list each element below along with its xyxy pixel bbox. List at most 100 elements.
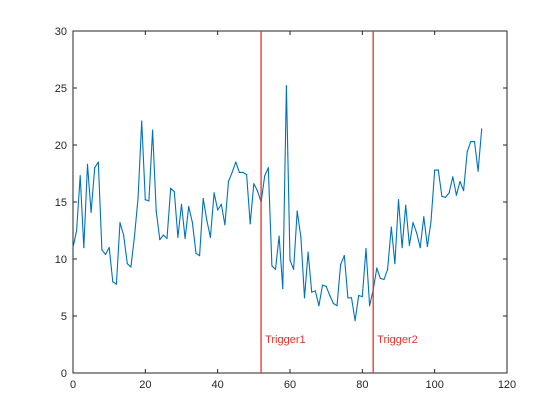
data-point — [83, 247, 85, 249]
data-point — [130, 266, 132, 268]
data-point — [423, 216, 425, 218]
y-tick-label: 25 — [55, 83, 67, 95]
data-point — [300, 236, 302, 238]
data-point — [267, 167, 269, 169]
data-point — [434, 169, 436, 171]
data-point — [188, 206, 190, 208]
data-point — [148, 200, 150, 202]
data-point — [455, 194, 457, 196]
data-point — [256, 190, 258, 192]
data-point — [133, 235, 136, 237]
data-point — [90, 211, 92, 213]
x-tick-label: 20 — [139, 379, 151, 391]
y-tick-label: 15 — [55, 197, 67, 209]
data-point — [152, 129, 154, 131]
data-point — [405, 204, 407, 206]
data-point — [112, 281, 114, 283]
data-point — [231, 171, 233, 173]
data-point — [383, 278, 385, 281]
data-point — [177, 236, 179, 238]
data-point — [365, 248, 367, 250]
x-tick-label: 100 — [425, 379, 443, 391]
data-point — [104, 253, 107, 255]
data-point — [473, 141, 476, 143]
data-point — [390, 226, 392, 228]
data-point — [180, 203, 183, 205]
x-tick-label: 60 — [284, 379, 296, 391]
data-point — [394, 263, 396, 265]
data-point — [274, 268, 277, 270]
trigger-label: Trigger2 — [377, 334, 418, 346]
data-point — [463, 190, 465, 192]
data-point — [477, 170, 479, 172]
data-point — [246, 174, 248, 176]
data-point — [318, 305, 320, 307]
data-point — [408, 244, 410, 246]
data-point — [76, 229, 78, 232]
data-point — [184, 237, 186, 240]
data-point — [166, 237, 168, 240]
data-point — [459, 180, 461, 183]
data-point — [303, 297, 306, 299]
data-point — [340, 264, 342, 266]
x-tick-label: 40 — [212, 379, 224, 391]
data-point — [271, 265, 273, 267]
data-point — [416, 232, 418, 234]
data-point — [354, 320, 356, 322]
series-line — [72, 85, 483, 322]
data-point — [94, 167, 96, 169]
data-point — [137, 196, 139, 198]
data-point — [209, 236, 211, 238]
data-point — [412, 221, 414, 224]
data-point — [387, 268, 389, 270]
y-axis: 0 5 10 15 20 25 30 — [55, 26, 507, 380]
data-point — [419, 247, 421, 249]
data-point — [278, 235, 280, 237]
data-point — [329, 294, 331, 297]
data-point — [144, 199, 146, 201]
data-point — [336, 305, 338, 307]
data-point — [217, 209, 219, 211]
data-point — [426, 245, 428, 248]
y-tick-label: 0 — [61, 368, 67, 380]
x-tick-label: 120 — [498, 379, 516, 391]
data-point — [159, 239, 161, 241]
data-point — [235, 161, 237, 163]
data-point — [452, 176, 454, 178]
y-tick-label: 5 — [61, 311, 67, 323]
y-tick-label: 20 — [55, 140, 67, 152]
data-point — [264, 175, 266, 177]
data-point — [282, 288, 284, 290]
data-point — [369, 305, 371, 307]
data-point — [321, 284, 324, 286]
x-axis: 0 20 40 60 80 100 120 — [70, 31, 516, 391]
trigger-annotations: Trigger1 Trigger2 — [260, 31, 418, 373]
data-point — [119, 221, 121, 224]
data-point — [466, 151, 468, 153]
plot-area — [72, 30, 508, 374]
data-point — [213, 192, 215, 194]
data-point — [224, 224, 226, 226]
data-point — [314, 290, 316, 292]
data-point — [170, 187, 172, 189]
data-point — [126, 263, 128, 265]
data-point — [350, 297, 353, 299]
data-point — [325, 285, 327, 287]
data-point — [343, 255, 345, 257]
data-point — [195, 252, 197, 254]
data-point — [397, 199, 400, 201]
data-point — [347, 297, 349, 299]
data-point — [285, 85, 287, 87]
data-point — [227, 180, 230, 183]
data-point — [162, 234, 164, 236]
data-point — [238, 171, 240, 173]
data-point — [401, 247, 403, 249]
data-point — [441, 195, 443, 197]
data-point — [430, 220, 432, 222]
data-point — [97, 161, 99, 163]
data-point — [311, 291, 313, 293]
data-point — [376, 267, 378, 269]
x-tick-label: 0 — [70, 379, 76, 391]
data-point — [444, 196, 447, 198]
